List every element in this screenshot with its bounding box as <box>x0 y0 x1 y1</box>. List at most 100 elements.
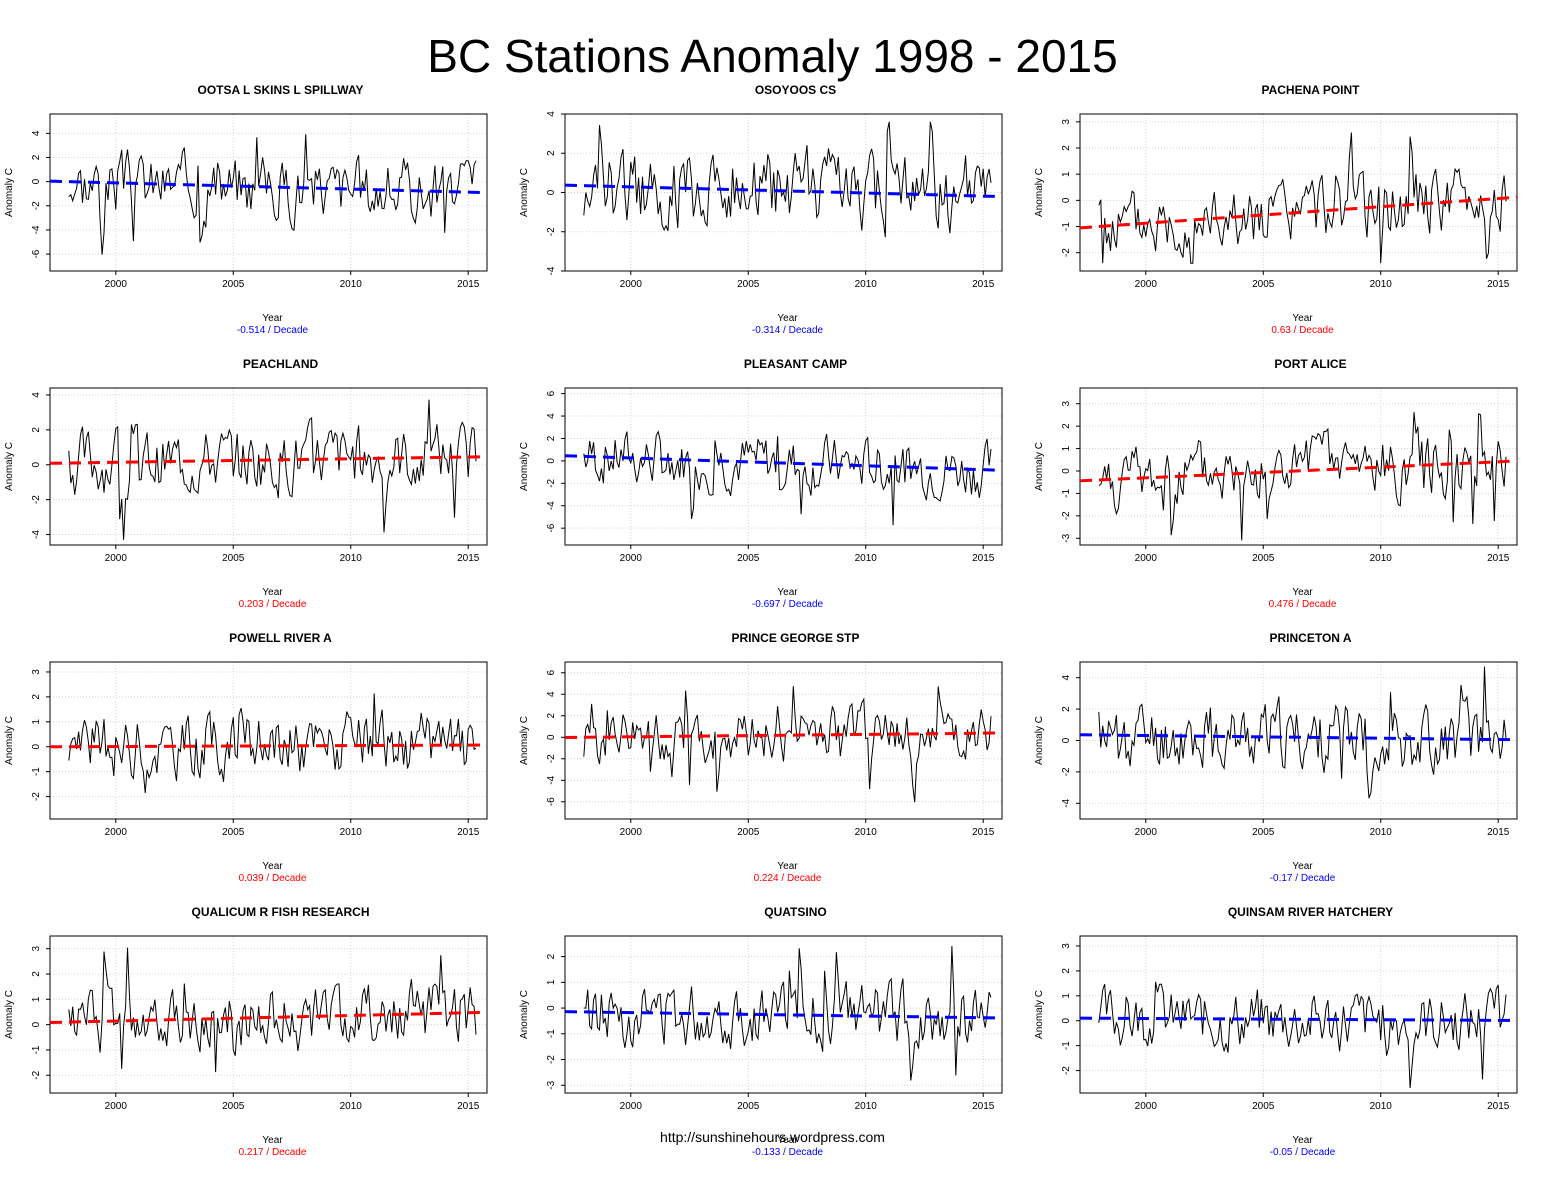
y-tick-label: 1 <box>1061 445 1072 451</box>
anomaly-series <box>1098 411 1507 541</box>
anomaly-series <box>68 399 477 540</box>
trend-line <box>1079 459 1518 483</box>
y-tick-label: -6 <box>31 249 42 258</box>
x-tick-label: 2010 <box>855 1101 878 1112</box>
y-tick-label: -4 <box>31 225 42 234</box>
x-tick-label: 2005 <box>222 553 245 564</box>
trend-label: -0.314 / Decade <box>752 325 824 336</box>
y-tick-label: 3 <box>1061 400 1072 406</box>
y-tick-label: 1 <box>1061 171 1072 177</box>
x-tick-label: 2000 <box>105 827 128 838</box>
x-axis-label: Year <box>777 313 798 324</box>
y-axis-label: Anomaly C <box>1034 716 1045 765</box>
x-tick-label: 2005 <box>1252 827 1275 838</box>
x-tick-label: 2000 <box>620 1101 643 1112</box>
chart-title: QUALICUM R FISH RESEARCH <box>191 905 369 919</box>
x-tick-label: 2000 <box>105 279 128 290</box>
y-tick-label: 0 <box>546 734 557 740</box>
y-tick-label: 3 <box>31 945 42 951</box>
trend-line <box>49 455 488 465</box>
y-tick-label: -4 <box>546 501 557 510</box>
anomaly-series <box>583 430 992 526</box>
chart-title: OOTSA L SKINS L SPILLWAY <box>197 83 363 97</box>
trend-label: -0.697 / Decade <box>752 599 824 610</box>
y-tick-label: -2 <box>31 792 42 801</box>
chart-title: POWELL RIVER A <box>229 631 332 645</box>
trend-line <box>49 179 488 195</box>
y-tick-label: -2 <box>31 1070 42 1079</box>
y-tick-label: 2 <box>1061 423 1072 429</box>
y-tick-label: 0 <box>31 1021 42 1027</box>
trend-label: -0.17 / Decade <box>1270 873 1336 884</box>
y-tick-label: 4 <box>31 392 42 398</box>
chart-svg: PEACHLAND -4 -2 0 2 4 2000 2005 2010 2015 Anomaly … <box>4 357 488 610</box>
x-axis-label: Year <box>1292 1135 1313 1146</box>
x-tick-label: 2015 <box>972 827 995 838</box>
anomaly-series <box>1098 132 1507 264</box>
trend-label: 0.217 / Decade <box>239 1147 307 1158</box>
x-axis-label: Year <box>1292 861 1313 872</box>
anomaly-series <box>1098 666 1507 799</box>
chart-svg: PRINCETON A -4 -2 0 2 4 2000 2005 2010 2015 Anomal… <box>1034 631 1518 884</box>
x-tick-label: 2010 <box>1370 827 1393 838</box>
chart-panel: QUINSAM RIVER HATCHERY -2 -1 0 1 2 3 2000 2005 20… <box>1030 905 1545 1184</box>
x-tick-label: 2015 <box>457 827 480 838</box>
x-axis-label: Year <box>262 861 283 872</box>
y-axis-label: Anomaly C <box>519 168 530 217</box>
x-tick-label: 2000 <box>620 827 643 838</box>
anomaly-series <box>68 693 477 793</box>
x-tick-label: 2010 <box>340 279 363 290</box>
y-tick-label: 2 <box>31 427 42 433</box>
chart-svg: QUINSAM RIVER HATCHERY -2 -1 0 1 2 3 2000 2005 20… <box>1034 905 1518 1158</box>
x-tick-label: 2005 <box>1252 553 1275 564</box>
trend-label: -0.133 / Decade <box>752 1147 824 1158</box>
y-tick-label: -2 <box>31 495 42 504</box>
trend-label: 0.039 / Decade <box>239 873 307 884</box>
x-tick-label: 2015 <box>457 553 480 564</box>
y-tick-label: -2 <box>546 1055 557 1064</box>
y-tick-label: 4 <box>31 130 42 136</box>
y-tick-label: 0 <box>546 458 557 464</box>
y-tick-label: 2 <box>1061 706 1072 712</box>
chart-panel: QUATSINO -3 -2 -1 0 1 2 2000 2005 2010 2015 Anomaly… <box>515 905 1030 1184</box>
chart-panel: PRINCETON A -4 -2 0 2 4 2000 2005 2010 2015 Anomal… <box>1030 631 1545 910</box>
y-tick-label: -1 <box>546 1029 557 1038</box>
y-tick-label: 2 <box>546 713 557 719</box>
x-tick-label: 2005 <box>737 1101 760 1112</box>
anomaly-series <box>68 947 477 1073</box>
y-tick-label: -4 <box>1061 798 1072 807</box>
x-tick-label: 2005 <box>222 827 245 838</box>
chart-panel: PORT ALICE -3 -2 -1 0 1 2 3 2000 2005 2010 2015 Anom… <box>1030 357 1545 636</box>
y-axis-label: Anomaly C <box>4 990 15 1039</box>
y-tick-label: -3 <box>1061 533 1072 542</box>
x-axis-label: Year <box>262 1135 283 1146</box>
x-tick-label: 2010 <box>1370 1101 1393 1112</box>
y-tick-label: 1 <box>546 979 557 985</box>
y-tick-label: 2 <box>546 953 557 959</box>
y-tick-label: 0 <box>31 178 42 184</box>
trend-label: 0.476 / Decade <box>1269 599 1337 610</box>
chart-panel: PRINCE GEORGE STP -6 -4 -2 0 2 4 6 2000 2005 2010 2… <box>515 631 1030 910</box>
y-tick-label: 0 <box>1061 468 1072 474</box>
plot-frame <box>1079 387 1518 546</box>
anomaly-series <box>583 121 992 238</box>
chart-svg: PORT ALICE -3 -2 -1 0 1 2 3 2000 2005 2010 2015 Anom… <box>1034 357 1518 610</box>
y-tick-label: -2 <box>546 478 557 487</box>
chart-svg: PLEASANT CAMP -6 -4 -2 0 2 4 6 2000 2005 2010 2015 A… <box>519 357 1003 610</box>
plot-frame <box>49 661 488 820</box>
y-tick-label: 2 <box>31 154 42 160</box>
y-tick-label: 1 <box>1061 993 1072 999</box>
x-tick-label: 2015 <box>1487 827 1510 838</box>
y-tick-label: -4 <box>546 775 557 784</box>
chart-title: PACHENA POINT <box>1261 83 1360 97</box>
y-tick-label: 2 <box>31 694 42 700</box>
x-tick-label: 2010 <box>855 553 878 564</box>
trend-line <box>564 731 1003 739</box>
chart-title: PRINCE GEORGE STP <box>731 631 859 645</box>
x-axis-label: Year <box>262 313 283 324</box>
x-tick-label: 2010 <box>340 1101 363 1112</box>
y-tick-label: 2 <box>1061 145 1072 151</box>
chart-title: QUATSINO <box>764 905 826 919</box>
y-tick-label: -1 <box>1061 489 1072 498</box>
x-axis-label: Year <box>1292 313 1313 324</box>
